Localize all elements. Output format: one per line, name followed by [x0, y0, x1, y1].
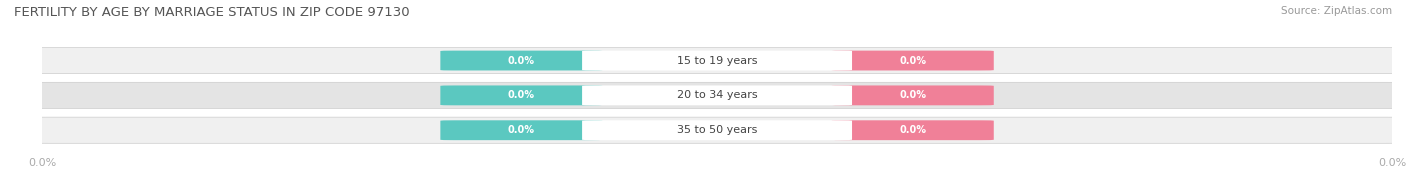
Text: 0.0%: 0.0% [508, 125, 534, 135]
Text: 0.0%: 0.0% [508, 90, 534, 100]
FancyBboxPatch shape [832, 85, 994, 105]
Text: 15 to 19 years: 15 to 19 years [676, 55, 758, 65]
FancyBboxPatch shape [440, 51, 602, 71]
FancyBboxPatch shape [582, 120, 852, 140]
FancyBboxPatch shape [582, 85, 852, 105]
FancyBboxPatch shape [832, 120, 994, 140]
FancyBboxPatch shape [28, 82, 1406, 108]
Text: 0.0%: 0.0% [900, 55, 927, 65]
FancyBboxPatch shape [28, 47, 1406, 74]
FancyBboxPatch shape [582, 51, 852, 71]
Text: 0.0%: 0.0% [900, 125, 927, 135]
FancyBboxPatch shape [832, 51, 994, 71]
Text: Source: ZipAtlas.com: Source: ZipAtlas.com [1281, 6, 1392, 16]
Text: 0.0%: 0.0% [508, 55, 534, 65]
Text: 35 to 50 years: 35 to 50 years [676, 125, 758, 135]
Text: 20 to 34 years: 20 to 34 years [676, 90, 758, 100]
FancyBboxPatch shape [28, 117, 1406, 143]
Text: 0.0%: 0.0% [900, 90, 927, 100]
Text: FERTILITY BY AGE BY MARRIAGE STATUS IN ZIP CODE 97130: FERTILITY BY AGE BY MARRIAGE STATUS IN Z… [14, 6, 409, 19]
FancyBboxPatch shape [440, 120, 602, 140]
FancyBboxPatch shape [440, 85, 602, 105]
